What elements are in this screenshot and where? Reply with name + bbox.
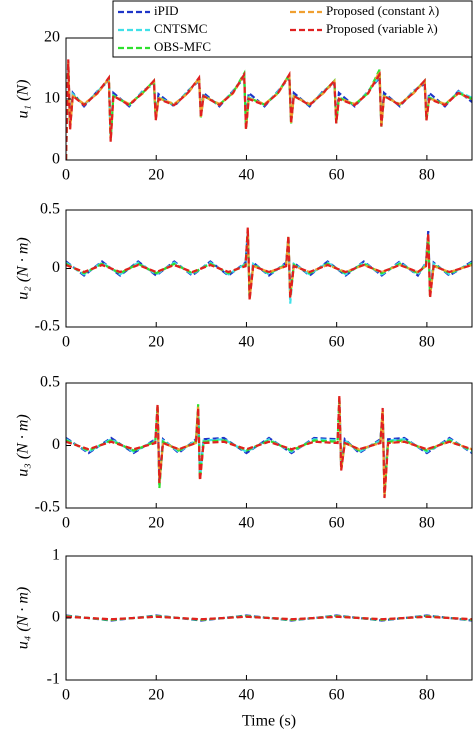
y-tick-label: 0	[52, 436, 60, 453]
y-tick-label: -1	[47, 671, 60, 688]
plot-area	[66, 395, 472, 499]
data-line	[66, 228, 472, 300]
x-tick-label: 60	[329, 515, 345, 532]
y-axis-label: u₄ (N · m)	[15, 587, 32, 649]
x-tick-label: 80	[419, 167, 435, 184]
y-tick-label: 0.5	[40, 374, 60, 391]
x-tick-label: 60	[329, 334, 345, 351]
axes-box	[65, 382, 473, 509]
data-line	[66, 395, 472, 499]
x-tick-label: 20	[148, 334, 164, 351]
x-tick-label: 20	[148, 167, 164, 184]
x-tick-label: 0	[62, 687, 70, 704]
y-tick-label: 1	[52, 547, 60, 564]
y-tick-label: 20	[44, 29, 60, 46]
legend: iPID CNTSMC OBS-MFC Proposed (constant λ) Pr…	[112, 0, 473, 58]
panel: 0 20 40 60 80-0.500.5u₂ (N · m)	[15, 201, 473, 351]
x-tick-label: 80	[419, 515, 435, 532]
x-tick-label: 80	[419, 334, 435, 351]
y-axis-label: u₂ (N · m)	[15, 237, 32, 299]
y-tick-label: 10	[44, 90, 60, 107]
y-axis-label: u₃ (N · m)	[15, 414, 32, 476]
x-tick-label: 0	[62, 515, 70, 532]
data-line	[66, 401, 472, 490]
data-line	[66, 227, 472, 301]
data-line	[66, 400, 472, 494]
data-line	[66, 615, 472, 621]
x-tick-label: 20	[148, 515, 164, 532]
data-line	[66, 230, 472, 304]
legend-label: Proposed (variable λ)	[326, 21, 438, 36]
x-axis-label: Time (s)	[242, 713, 296, 730]
data-line	[66, 229, 472, 300]
data-line	[66, 59, 472, 160]
legend-label: CNTSMC	[154, 21, 207, 36]
x-tick-label: 40	[238, 515, 254, 532]
x-tick-label: 80	[419, 687, 435, 704]
legend-label: OBS-MFC	[154, 39, 211, 54]
data-line	[66, 62, 472, 160]
x-tick-label: 0	[62, 167, 70, 184]
data-line	[66, 61, 472, 160]
data-line	[66, 65, 472, 160]
plot-area	[66, 59, 472, 160]
y-tick-label: 0	[52, 609, 60, 626]
y-tick-label: -0.5	[35, 499, 60, 516]
y-tick-label: 0	[52, 151, 60, 168]
x-tick-label: 60	[329, 687, 345, 704]
x-tick-label: 60	[329, 167, 345, 184]
y-tick-label: 0	[52, 259, 60, 276]
data-line	[66, 230, 472, 295]
x-tick-label: 40	[238, 334, 254, 351]
legend-label: iPID	[154, 3, 179, 18]
y-axis-label: u₁ (N)	[15, 80, 32, 119]
x-tick-label: 40	[238, 167, 254, 184]
y-tick-label: 0.5	[40, 201, 60, 218]
data-line	[66, 63, 472, 160]
x-tick-label: 0	[62, 334, 70, 351]
panel: 0 20 40 60 80 0 10 20 u₁ (N)	[15, 29, 473, 184]
y-tick-label: -0.5	[35, 318, 60, 335]
panel: 0 20 40 60 80-0.500.5u₃ (N · m)	[15, 374, 473, 532]
plot-area	[66, 614, 472, 622]
x-tick-label: 40	[238, 687, 254, 704]
x-tick-label: 20	[148, 687, 164, 704]
plot-area	[66, 227, 472, 304]
legend-label: Proposed (constant λ)	[326, 3, 439, 18]
